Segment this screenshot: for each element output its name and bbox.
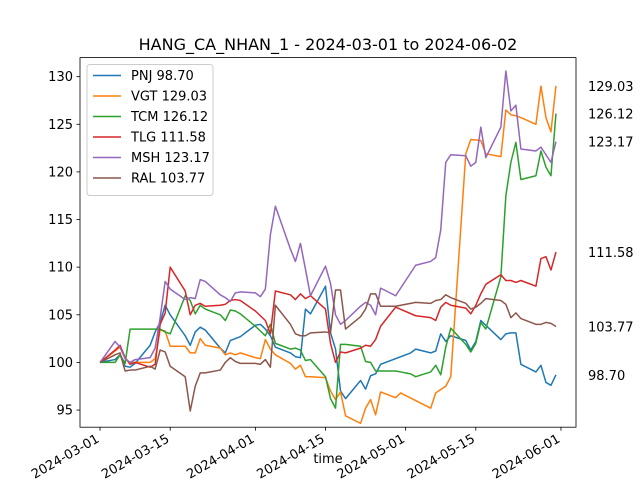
x-axis-label: time bbox=[313, 452, 342, 467]
y-tick-label: 115 bbox=[48, 213, 73, 228]
end-value-label-5: 103.77 bbox=[588, 321, 634, 336]
plot-frame bbox=[79, 57, 577, 428]
end-value-label-0: 98.70 bbox=[588, 369, 625, 384]
legend-entry-3: TLG 111.58 bbox=[130, 131, 206, 146]
end-value-label-1: 129.03 bbox=[588, 80, 634, 95]
legend-entry-5: RAL 103.77 bbox=[131, 172, 205, 187]
end-labels: 129.03 126.12 123.17 111.58 103.77 98.70 bbox=[588, 80, 634, 384]
y-tick-label: 130 bbox=[48, 70, 73, 85]
y-tick-label: 120 bbox=[48, 165, 73, 180]
series-line-5 bbox=[99, 289, 557, 412]
series-lines bbox=[99, 70, 557, 425]
legend-entry-4: MSH 123.17 bbox=[131, 151, 210, 166]
legend: PNJ 98.70 VGT 129.03 TCM 126.12 TLG 111.58 M… bbox=[86, 64, 214, 196]
y-tick-label: 125 bbox=[48, 118, 73, 133]
legend-entry-0: PNJ 98.70 bbox=[131, 69, 194, 84]
y-axis: 95 100 105 110 115 120 125 130 bbox=[48, 70, 80, 419]
end-value-label-4: 123.17 bbox=[588, 136, 634, 151]
series-line-3 bbox=[99, 251, 557, 368]
y-tick-label: 105 bbox=[48, 308, 73, 323]
legend-entry-2: TCM 126.12 bbox=[130, 110, 208, 125]
y-tick-label: 110 bbox=[48, 261, 73, 276]
legend-entry-1: VGT 129.03 bbox=[131, 90, 207, 105]
y-tick-label: 100 bbox=[48, 356, 73, 371]
legend-frame bbox=[86, 64, 214, 196]
series-line-4 bbox=[99, 70, 557, 364]
end-value-label-2: 126.12 bbox=[588, 108, 634, 123]
series-line-2 bbox=[100, 113, 557, 409]
chart-title: HANG_CA_NHAN_1 - 2024-03-01 to 2024-06-0… bbox=[139, 35, 518, 55]
end-value-label-3: 111.58 bbox=[588, 246, 634, 261]
y-tick-label: 95 bbox=[56, 404, 73, 419]
